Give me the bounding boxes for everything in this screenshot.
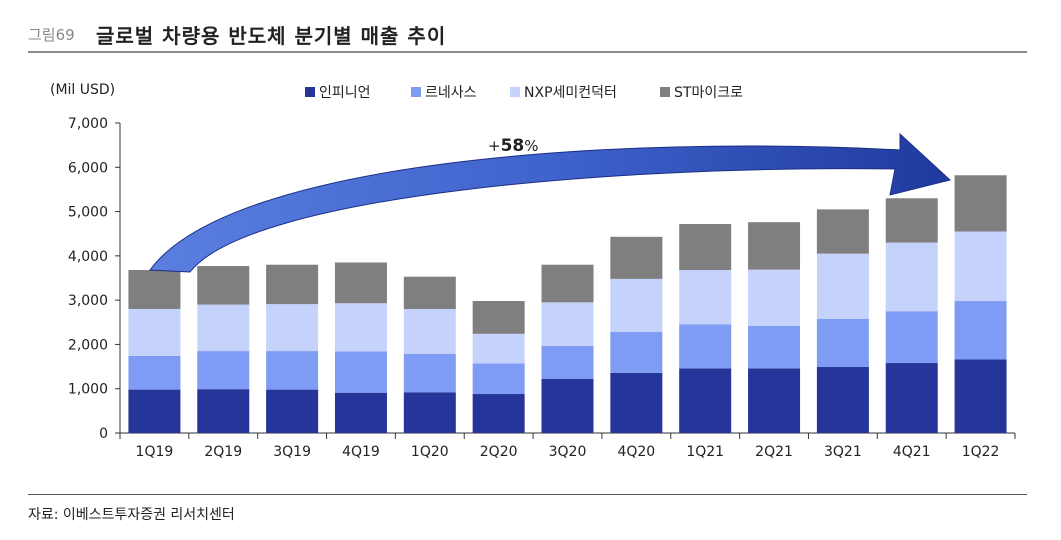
legend-label: 인피니언	[319, 85, 371, 101]
page-title: 글로벌 차량용 반도체 분기별 매출 추이	[96, 24, 447, 48]
title-divider	[28, 51, 1027, 53]
y-tick-label: 3,000	[68, 293, 108, 309]
y-tick-label: 4,000	[68, 249, 108, 265]
legend-swatch	[660, 87, 670, 97]
x-axis: 1Q19 2Q19 3Q19 4Q19 1Q20 2Q20 3Q20 4Q20 1Q21 2Q21…	[119, 432, 1016, 460]
bar-segment	[748, 222, 801, 270]
source-note: 자료: 이베스트투자증권 리서치센터	[28, 507, 235, 523]
bar-segment	[954, 301, 1007, 360]
bar-segment	[679, 368, 732, 433]
bar-segment	[748, 269, 801, 326]
x-tick-label: 2Q19	[204, 444, 242, 460]
bar-segment	[679, 223, 732, 271]
x-tick-label: 3Q20	[549, 444, 587, 460]
x-tick-label: 1Q19	[136, 444, 174, 460]
bar-segment	[541, 264, 594, 303]
bar-segment	[128, 270, 181, 309]
bar-segment	[266, 304, 319, 352]
legend-label: NXP세미컨덕터	[524, 85, 617, 101]
y-tick-label: 1,000	[68, 382, 108, 398]
legend-swatch	[411, 87, 421, 97]
bar-segment	[197, 351, 250, 390]
legend-swatch	[510, 87, 520, 97]
y-tick-label: 0	[99, 426, 108, 442]
bar-segment	[748, 325, 801, 369]
bar-segment	[679, 270, 732, 325]
growth-label: +58%	[488, 136, 539, 156]
bar-segment	[266, 389, 319, 433]
bar-segment	[610, 332, 663, 373]
bar-segment	[954, 359, 1007, 433]
bar-segment	[885, 242, 938, 312]
legend-label: ST마이크로	[674, 85, 743, 101]
legend-label: 르네사스	[425, 85, 477, 101]
bar-segment	[748, 368, 801, 433]
bar-segment	[541, 302, 594, 346]
bar-segment	[128, 309, 181, 356]
bar-segment	[954, 175, 1007, 232]
x-tick-label: 4Q19	[342, 444, 380, 460]
x-tick-label: 3Q19	[273, 444, 311, 460]
bar-segment	[816, 318, 869, 368]
bar-segment	[334, 262, 387, 304]
footer-divider	[28, 494, 1027, 495]
bar-segment	[266, 264, 319, 305]
stacked-bar-chart: (Mil USD) 인피니언 르네사스 NXP세미컨덕터 ST마이크로 0 1,000 2…	[50, 82, 1016, 460]
x-tick-label: 2Q21	[755, 444, 793, 460]
x-tick-label: 1Q21	[686, 444, 724, 460]
bar-segment	[197, 266, 250, 305]
bar-segment	[334, 392, 387, 433]
bar-segment	[334, 303, 387, 352]
bar-segment	[679, 324, 732, 369]
bar-segment	[610, 236, 663, 279]
y-tick-label: 5,000	[68, 205, 108, 221]
bar-segment	[816, 367, 869, 433]
bar-segment	[403, 276, 456, 309]
bar-segment	[197, 304, 250, 352]
bar-segment	[403, 392, 456, 433]
bar-segment	[403, 309, 456, 354]
legend: 인피니언 르네사스 NXP세미컨덕터 ST마이크로	[305, 85, 743, 101]
bars	[128, 175, 1007, 433]
bar-segment	[197, 389, 250, 433]
y-axis: 0 1,000 2,000 3,000 4,000 5,000 6,000 7,000	[68, 116, 121, 442]
x-tick-label: 3Q21	[824, 444, 862, 460]
bar-segment	[885, 363, 938, 433]
x-tick-label: 4Q21	[893, 444, 931, 460]
bar-segment	[541, 378, 594, 433]
bar-segment	[816, 209, 869, 254]
title-bar: 그림69 글로벌 차량용 반도체 분기별 매출 추이	[28, 14, 1028, 54]
bar-segment	[472, 333, 525, 364]
bar-segment	[128, 355, 181, 390]
figure-number: 그림69	[28, 26, 75, 44]
bar-segment	[472, 363, 525, 395]
y-tick-label: 7,000	[68, 116, 108, 132]
bar-segment	[885, 198, 938, 243]
bar-segment	[816, 253, 869, 319]
bar-segment	[541, 345, 594, 379]
x-tick-label: 1Q20	[411, 444, 449, 460]
growth-annotation: +58%	[149, 132, 952, 273]
bar-segment	[334, 351, 387, 393]
bar-segment	[403, 353, 456, 393]
x-tick-label: 2Q20	[480, 444, 518, 460]
bar-segment	[954, 231, 1007, 302]
bar-segment	[472, 394, 525, 433]
growth-arrow	[149, 132, 952, 273]
x-tick-label: 4Q20	[617, 444, 655, 460]
bar-segment	[610, 278, 663, 333]
y-unit-label: (Mil USD)	[50, 82, 115, 98]
bar-segment	[128, 389, 181, 433]
y-tick-label: 6,000	[68, 160, 108, 176]
legend-swatch	[305, 87, 315, 97]
bar-segment	[885, 311, 938, 364]
bar-segment	[610, 372, 663, 433]
bar-segment	[266, 351, 319, 390]
y-tick-label: 2,000	[68, 337, 108, 353]
bar-segment	[472, 301, 525, 334]
x-tick-label: 1Q22	[962, 444, 1000, 460]
